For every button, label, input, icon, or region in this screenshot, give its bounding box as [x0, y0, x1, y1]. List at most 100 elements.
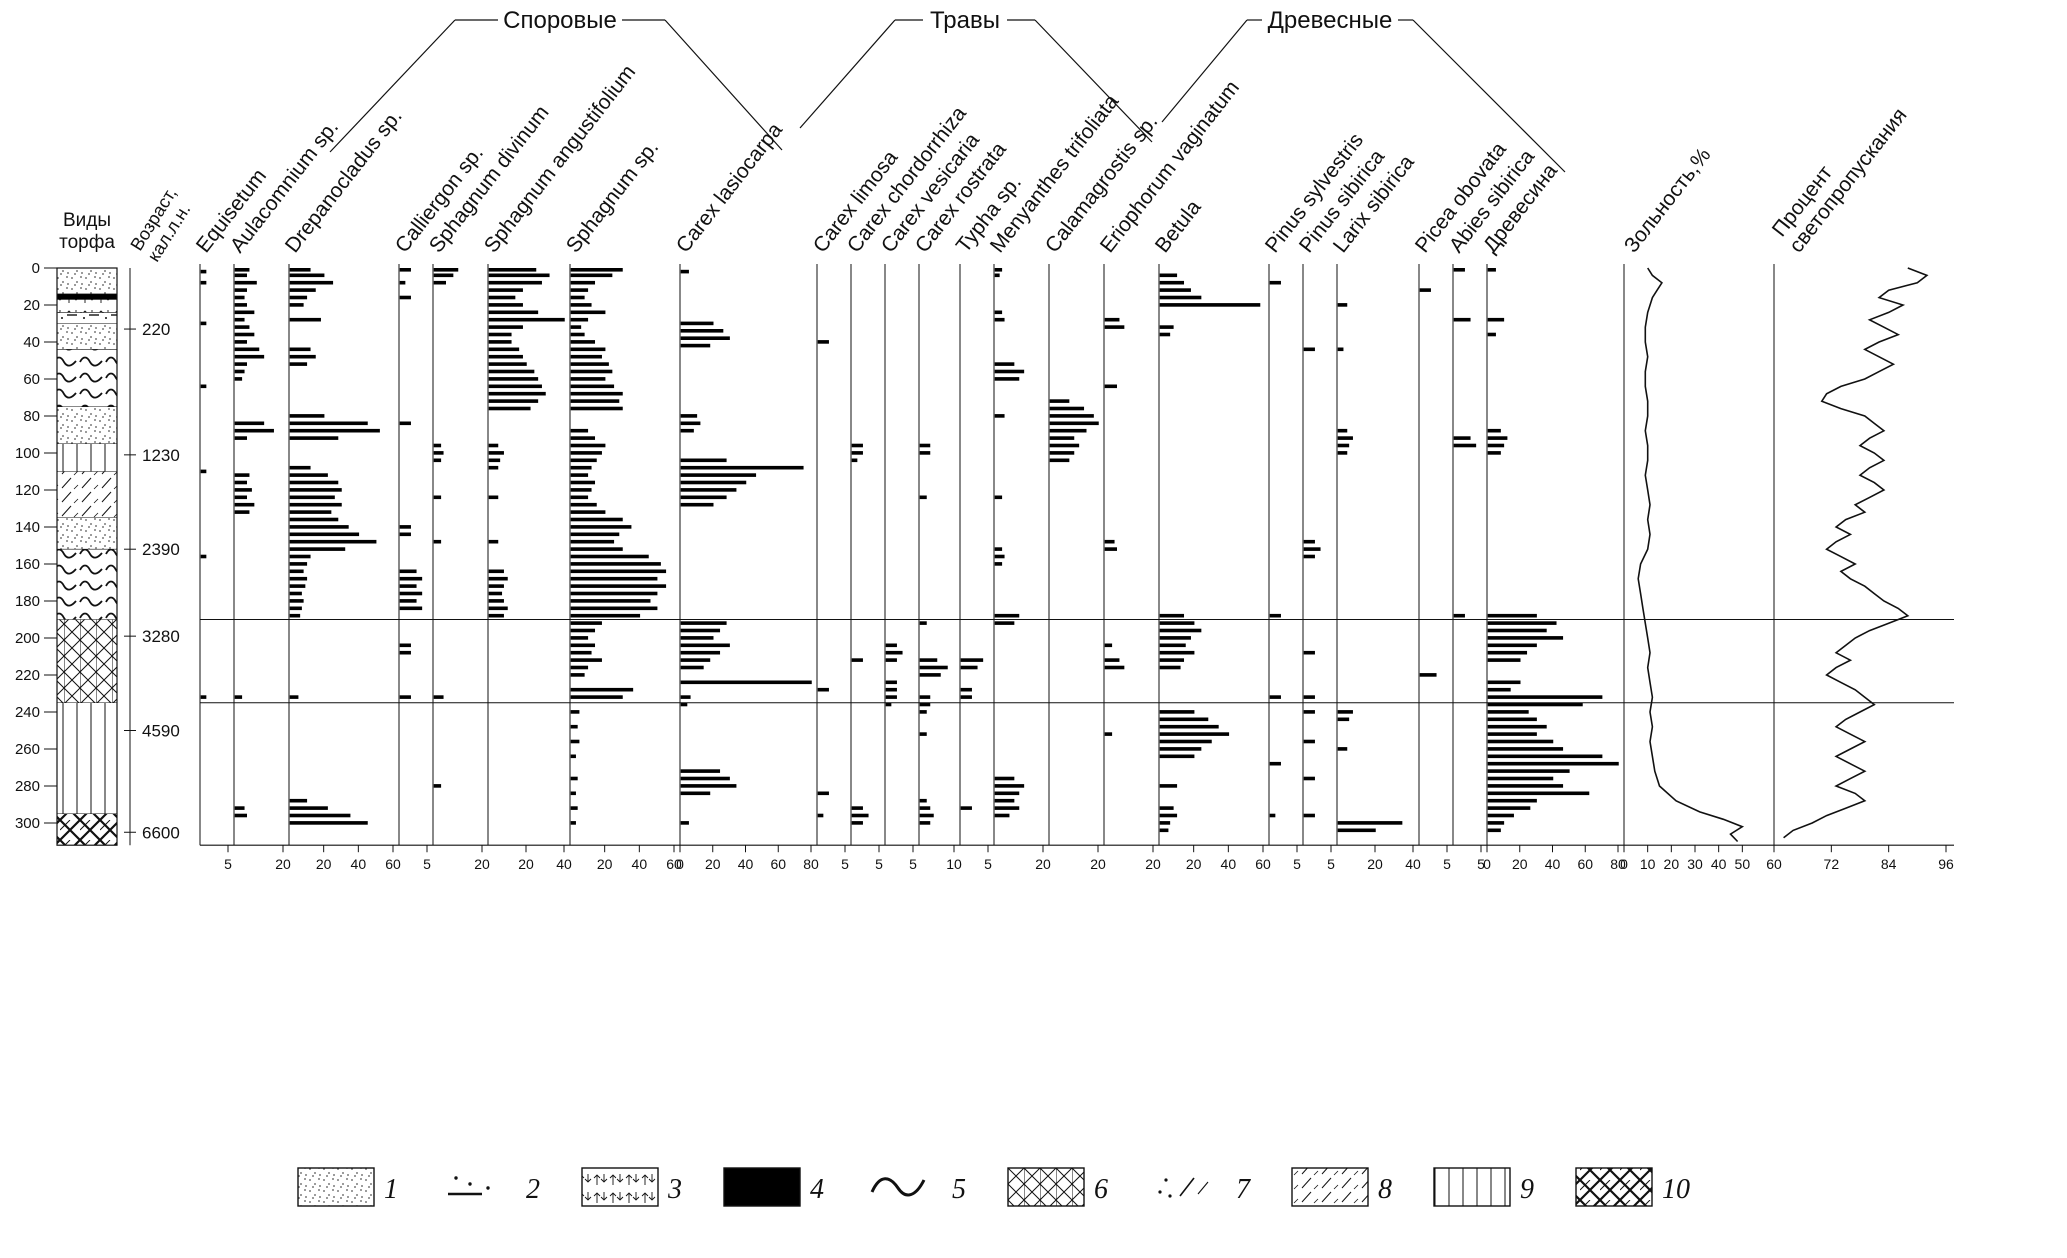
taxon-bar — [234, 340, 247, 344]
taxon-bar — [234, 332, 255, 337]
taxon-bar — [1269, 613, 1281, 618]
taxon-bar — [570, 347, 606, 352]
taxon-bar — [234, 288, 247, 292]
taxon-bar — [1269, 280, 1281, 285]
scale-tick-label: 60 — [666, 856, 682, 872]
taxon-bar — [1104, 665, 1125, 670]
taxon-bar — [234, 480, 247, 485]
taxon-bar — [885, 643, 897, 648]
taxon-bar — [399, 569, 417, 574]
taxon-bar — [1269, 761, 1281, 766]
taxon-bar — [399, 532, 411, 537]
taxon-bar — [680, 702, 688, 707]
taxon-bar — [1487, 687, 1511, 692]
taxon-bar — [488, 539, 499, 544]
scale-tick-label: 0 — [1483, 856, 1491, 872]
taxon-bar — [234, 280, 257, 285]
taxon-bar — [570, 724, 578, 729]
taxon-bar — [399, 599, 417, 603]
taxon-bar — [1453, 436, 1471, 440]
taxon-bar — [570, 436, 596, 440]
taxon-bar — [1159, 621, 1195, 625]
scale-tick-label: 40 — [632, 856, 648, 872]
taxon-bar — [200, 280, 207, 285]
taxon-bar — [680, 488, 737, 492]
taxon-bar — [851, 451, 863, 455]
taxon-bar — [1049, 458, 1070, 463]
taxon-bar — [680, 650, 721, 655]
taxon-bar — [570, 650, 592, 655]
scale-tick-label: 5 — [841, 856, 849, 872]
taxon-bar — [1049, 436, 1075, 440]
taxon-bar — [399, 421, 411, 426]
scale-tick-label: 20 — [1367, 856, 1383, 872]
taxon-bar — [570, 710, 580, 714]
taxon-bar — [234, 377, 243, 381]
taxon-bar — [433, 784, 442, 788]
taxon-bar — [570, 554, 649, 559]
taxon-bar — [994, 377, 1020, 381]
taxon-bar — [433, 280, 446, 285]
legend-item: 7 — [1158, 1174, 1251, 1205]
taxon-bar — [289, 280, 334, 285]
taxon-bar — [1049, 451, 1075, 455]
taxon-bar — [289, 539, 377, 544]
lithology-segment — [57, 702, 117, 814]
taxon-bar — [817, 687, 829, 692]
taxon-bar — [1487, 717, 1537, 722]
scale-tick-label: 96 — [1938, 856, 1954, 872]
lithology-segment — [57, 293, 117, 300]
taxon-bar — [1159, 717, 1209, 722]
taxon-bar — [1487, 710, 1529, 714]
scale-tick-label: 20 — [1090, 856, 1106, 872]
taxon-bar — [1159, 747, 1202, 751]
taxon-bar — [1487, 650, 1528, 655]
legend-swatch-solid-black — [723, 1167, 801, 1207]
scale-tick-label: 20 — [705, 856, 721, 872]
taxon-bar — [1487, 724, 1547, 729]
scale-tick-label: 40 — [1545, 856, 1561, 872]
scale-tick-label: 20 — [1664, 856, 1680, 872]
taxon-bar — [1453, 268, 1465, 272]
taxon-bar — [200, 695, 207, 699]
taxon-bar — [1487, 643, 1537, 648]
taxon-bar — [1049, 414, 1094, 418]
taxon-bar — [570, 658, 602, 662]
taxon-bar — [234, 695, 243, 699]
taxon-bar — [960, 687, 972, 692]
depth-tick-label: 260 — [15, 741, 40, 758]
taxon-bar — [570, 377, 606, 381]
taxon-bar — [1487, 658, 1521, 662]
peat-types-header: торфа — [59, 232, 115, 253]
taxon-bar — [994, 268, 1003, 272]
legend-number: 9 — [1520, 1174, 1534, 1205]
legend: 1 2 3 4 5 6 7 8 9 10 — [297, 1167, 1690, 1207]
group-header-diagonal — [1161, 19, 1248, 123]
legend-number: 8 — [1378, 1174, 1392, 1205]
taxon-bar — [289, 354, 316, 359]
taxon-bar — [570, 525, 632, 529]
taxon-bar — [919, 732, 927, 736]
legend-item: 4 — [723, 1167, 824, 1207]
taxon-bar — [570, 480, 596, 485]
taxon-bar — [1104, 658, 1120, 662]
lithology-segment — [57, 349, 117, 407]
taxon-bar — [1487, 443, 1505, 448]
taxon-bar — [1487, 784, 1564, 788]
taxon-bar — [234, 354, 265, 359]
taxon-bar — [289, 295, 308, 300]
taxon-bar — [234, 502, 255, 507]
taxon-bar — [1303, 739, 1315, 744]
taxon-bar — [570, 458, 597, 463]
taxon-bar — [680, 680, 812, 685]
taxon-bar — [1159, 806, 1174, 810]
taxon-bar — [1303, 547, 1321, 551]
taxon-bar — [570, 517, 623, 522]
taxon-bar — [1159, 732, 1230, 736]
taxon-bar — [680, 695, 691, 699]
taxon-bar — [488, 347, 520, 352]
scale-tick-label: 5 — [909, 856, 917, 872]
